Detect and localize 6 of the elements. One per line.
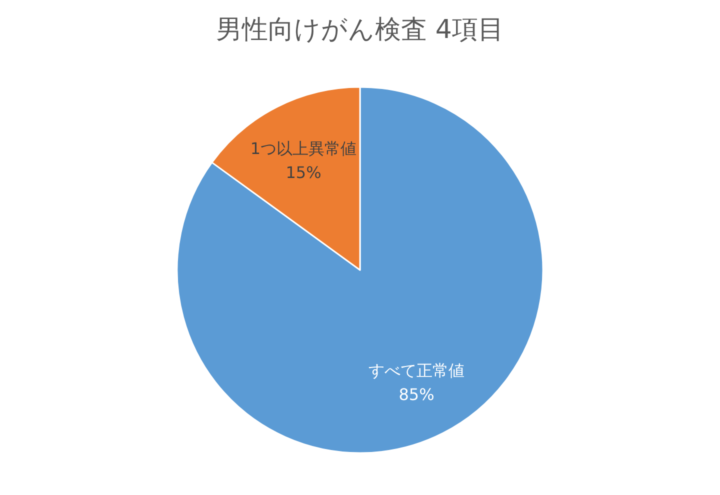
data-label: 15%	[286, 163, 322, 182]
data-label: 85%	[398, 384, 434, 404]
slice-label: すべて正常値	[368, 360, 464, 380]
pie-slice	[176, 86, 544, 454]
slice-label: 1つ以上異常値	[250, 139, 357, 158]
chart-title: 男性向けがん検査 4項目	[216, 15, 504, 45]
